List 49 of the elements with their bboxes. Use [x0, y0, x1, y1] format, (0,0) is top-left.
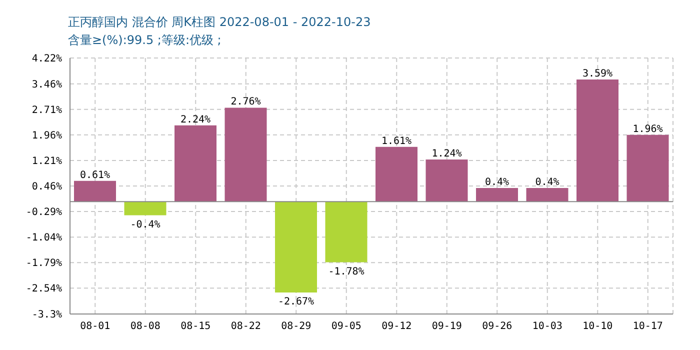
data-label: 0.61% [80, 170, 110, 181]
data-label: 2.76% [230, 96, 261, 108]
y-tick-label: 2.71% [32, 104, 62, 116]
data-label: 1.61% [381, 136, 412, 147]
y-tick-label: 0.46% [32, 182, 62, 193]
y-tick-label: -2.54% [26, 284, 62, 295]
x-tick-label: 10-10 [582, 321, 613, 332]
y-tick-label: -0.29% [26, 207, 62, 218]
y-tick-label: 1.21% [32, 156, 62, 168]
y-tick-label: -1.79% [26, 258, 62, 270]
bar [376, 146, 418, 202]
y-tick-label: 4.22% [32, 54, 62, 65]
data-label: -0.4% [130, 219, 160, 230]
x-tick-label: 09-12 [382, 321, 412, 332]
bar [224, 108, 267, 202]
y-tick-label: -1.04% [26, 232, 62, 244]
bar [526, 188, 568, 202]
x-tick-label: 10-03 [532, 321, 562, 332]
y-tick-label: 3.46% [32, 79, 62, 90]
x-tick-label: 08-08 [130, 321, 160, 332]
data-label: 3.59% [582, 68, 613, 80]
bar [74, 180, 116, 202]
bar [426, 159, 468, 202]
x-tick-label: 09-05 [331, 321, 362, 332]
bar [325, 202, 368, 262]
data-label: 2.24% [180, 114, 211, 126]
bar [275, 202, 317, 293]
data-label: -1.78% [328, 266, 364, 278]
bar [476, 188, 518, 202]
bar [124, 202, 166, 216]
y-tick-label: 1.96% [32, 130, 62, 142]
bar [174, 125, 216, 202]
bar [576, 79, 618, 202]
chart-subtitle: 含量≥(%):99.5 ;等级:优级 ; [68, 32, 222, 49]
x-tick-label: 08-22 [230, 321, 261, 332]
x-tick-label: 08-29 [281, 321, 312, 332]
x-tick-label: 10-17 [632, 321, 663, 332]
y-tick-label: -3.3% [32, 310, 62, 321]
x-tick-label: 08-01 [80, 321, 110, 332]
data-label: -2.67% [278, 296, 314, 308]
x-tick-label: 08-15 [180, 321, 211, 332]
x-tick-label: 09-19 [432, 321, 462, 332]
data-label: 0.4% [484, 177, 510, 188]
x-tick-label: 09-26 [482, 321, 512, 332]
data-label: 1.96% [632, 124, 663, 135]
data-label: 0.4% [535, 177, 560, 188]
chart-title: 正丙醇国内 混合价 周K柱图 2022-08-01 - 2022-10-23 [68, 14, 371, 31]
data-label: 1.24% [432, 148, 462, 160]
bar [626, 134, 669, 202]
